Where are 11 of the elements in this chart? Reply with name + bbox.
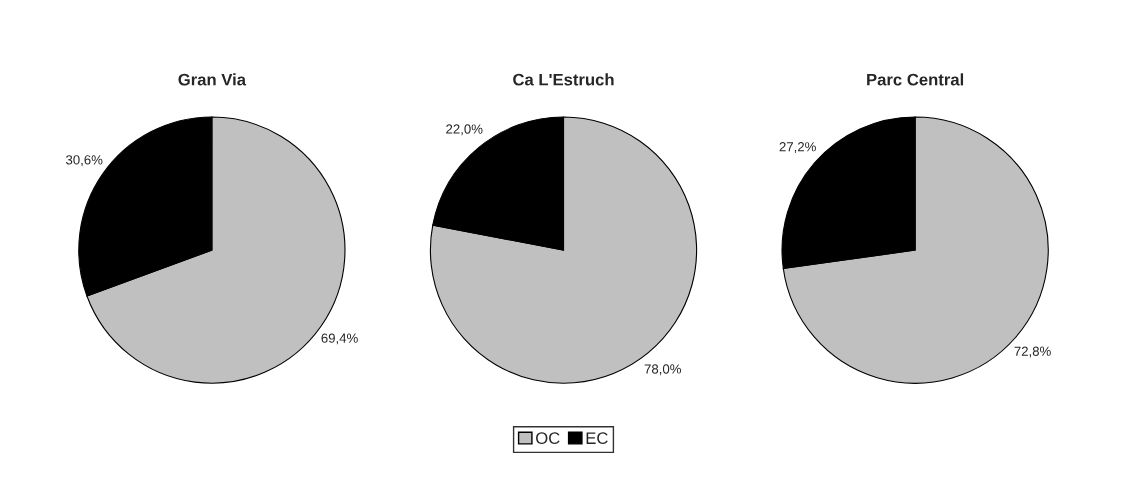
legend-label: OC <box>536 432 560 445</box>
slice-label: Ca L'Estruch <box>513 73 614 86</box>
data-label: 30,6% <box>65 155 103 167</box>
data-label: 69,4% <box>321 333 358 345</box>
slice-label: Gran Via <box>178 73 247 86</box>
slice-label: Parc Central <box>867 73 964 86</box>
data-label: 72,8% <box>1014 346 1051 358</box>
legend-label: EC <box>586 432 608 445</box>
data-label: 22,0% <box>446 124 483 136</box>
data-label: 27,2% <box>779 142 816 153</box>
data-label: 78,0% <box>644 364 681 376</box>
